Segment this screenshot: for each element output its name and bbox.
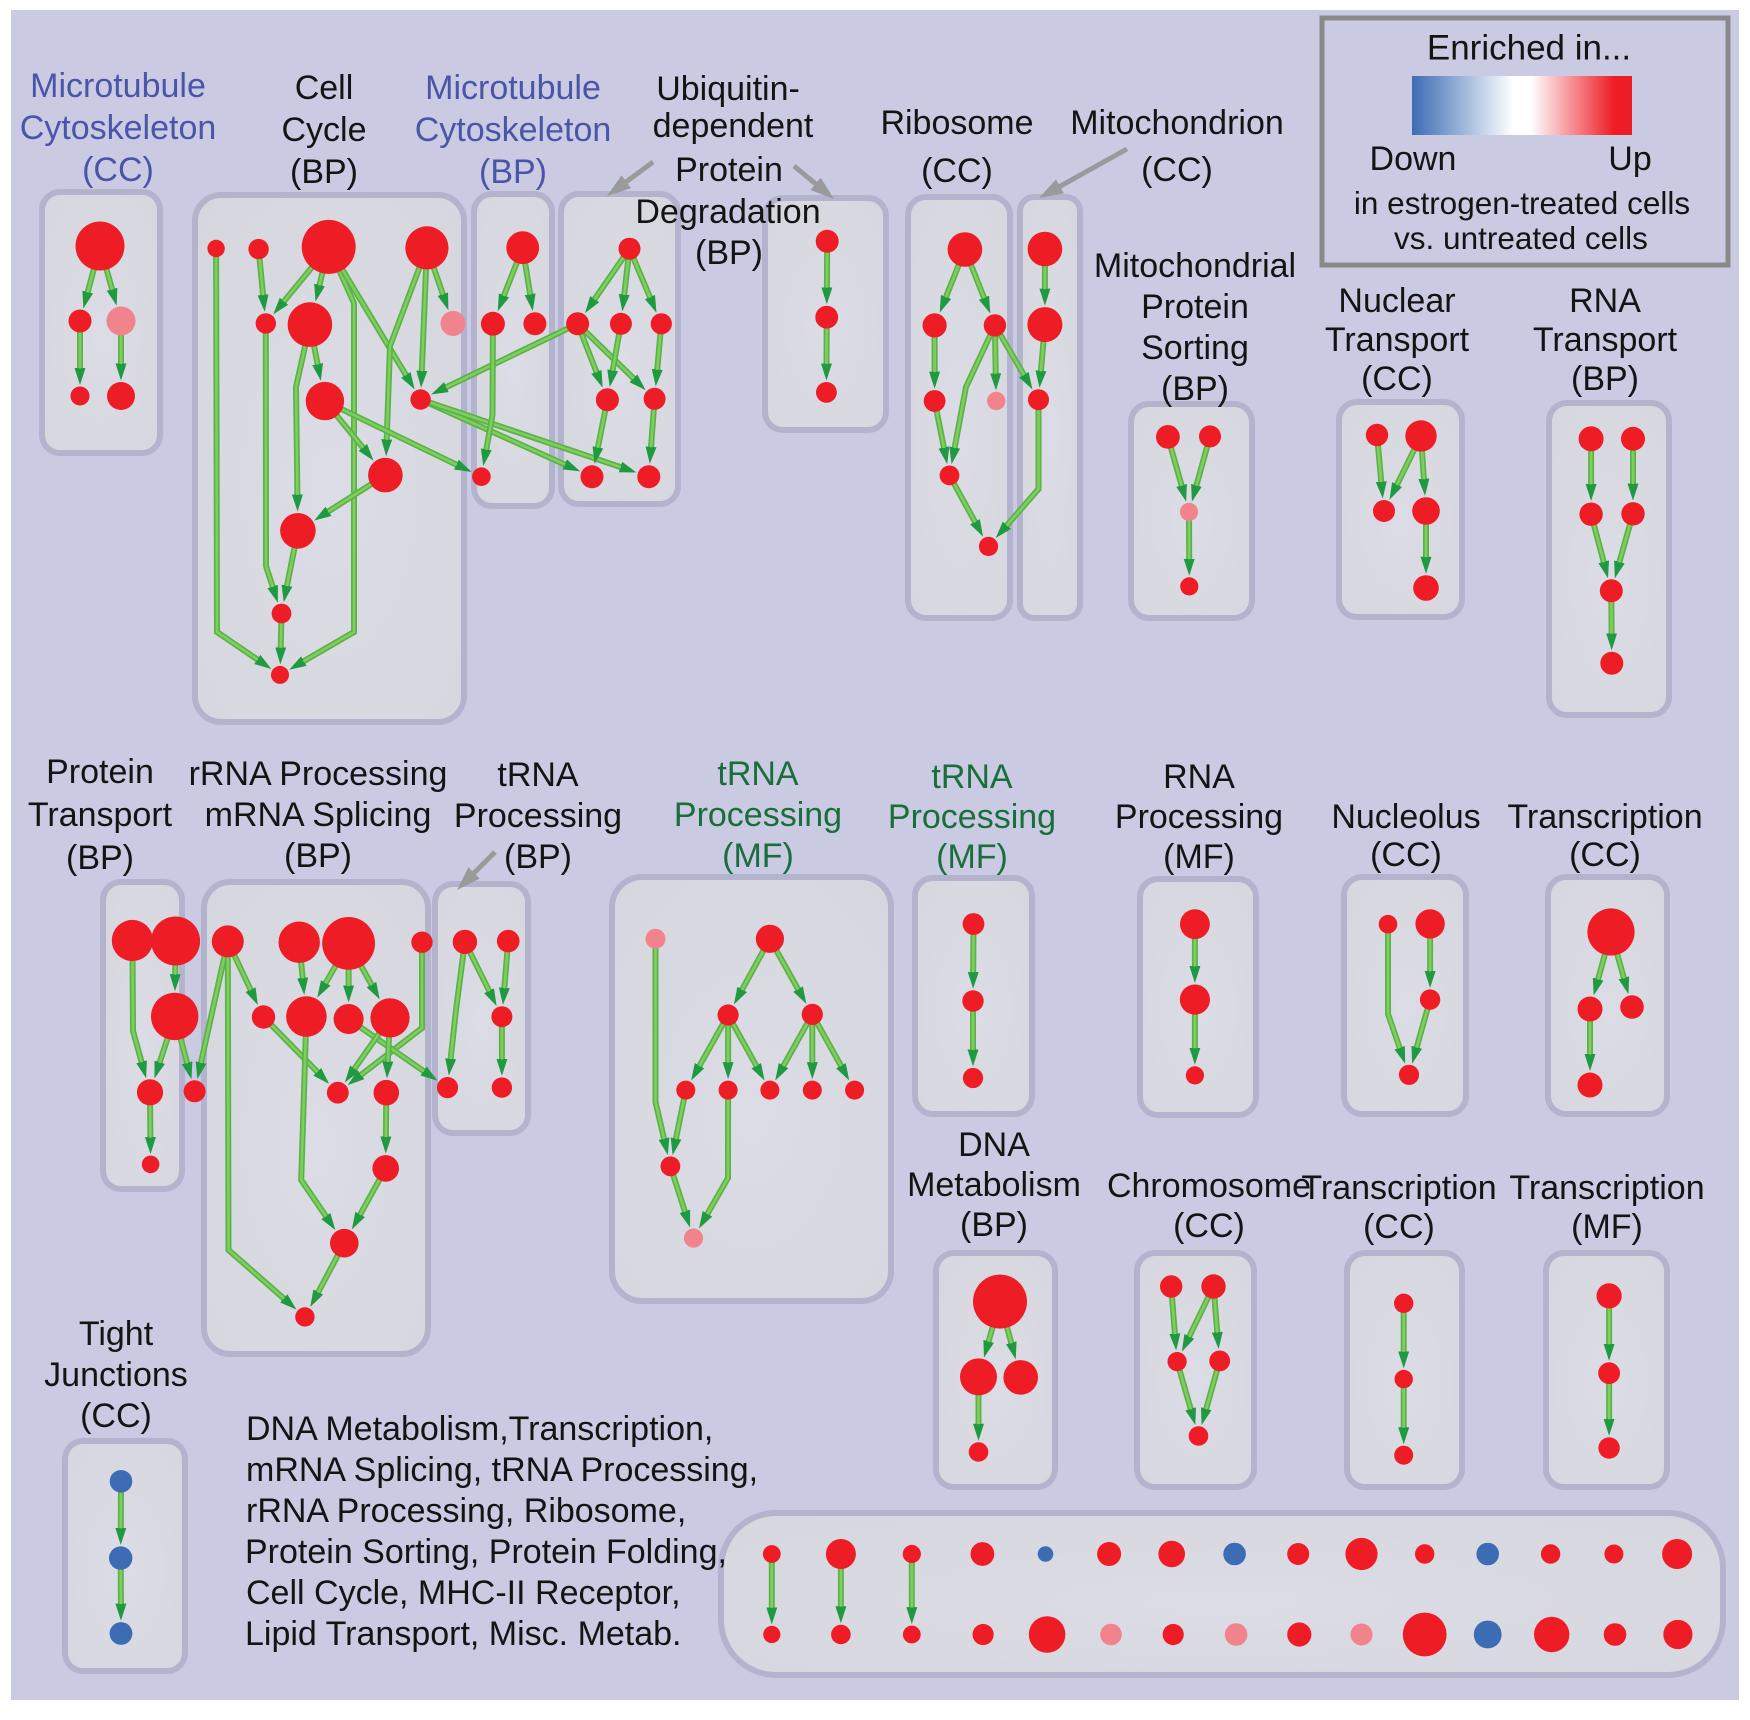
svg-text:tRNA: tRNA — [931, 758, 1013, 796]
svg-text:(CC): (CC) — [1363, 1208, 1435, 1246]
svg-text:Sorting: Sorting — [1141, 329, 1249, 367]
svg-text:Mitochondrion: Mitochondrion — [1070, 104, 1284, 142]
svg-text:DNA: DNA — [958, 1126, 1030, 1164]
svg-text:(CC): (CC) — [1173, 1207, 1245, 1245]
svg-text:tRNA: tRNA — [497, 756, 579, 794]
svg-text:Ubiquitin-: Ubiquitin- — [656, 70, 800, 108]
svg-text:Lipid Transport, Misc. Metab.: Lipid Transport, Misc. Metab. — [245, 1615, 682, 1653]
svg-text:Tight: Tight — [79, 1315, 154, 1353]
svg-text:(BP): (BP) — [504, 838, 572, 876]
svg-text:Protein: Protein — [1141, 288, 1249, 326]
svg-text:(BP): (BP) — [290, 153, 358, 191]
svg-text:Mitochondrial: Mitochondrial — [1094, 247, 1296, 285]
svg-text:Metabolism: Metabolism — [907, 1166, 1081, 1204]
svg-text:(BP): (BP) — [284, 837, 352, 875]
svg-text:Processing: Processing — [674, 796, 842, 834]
svg-text:(BP): (BP) — [1571, 360, 1639, 398]
svg-text:Cell: Cell — [295, 69, 354, 107]
svg-text:Transport: Transport — [1325, 321, 1470, 359]
svg-text:Microtubule: Microtubule — [425, 69, 601, 107]
svg-text:(BP): (BP) — [695, 234, 763, 272]
svg-text:Protein Sorting, Protein Foldi: Protein Sorting, Protein Folding, — [245, 1533, 727, 1571]
svg-text:Transport: Transport — [28, 796, 173, 834]
svg-text:Processing: Processing — [454, 797, 622, 835]
svg-text:Microtubule: Microtubule — [30, 67, 206, 105]
svg-text:(BP): (BP) — [66, 839, 134, 877]
svg-text:Chromosome: Chromosome — [1107, 1167, 1311, 1205]
svg-text:Processing: Processing — [1115, 798, 1283, 836]
svg-text:(CC): (CC) — [1370, 836, 1442, 874]
svg-text:Transcription: Transcription — [1509, 1169, 1704, 1207]
svg-text:Protein: Protein — [675, 151, 783, 189]
svg-text:rRNA Processing, Ribosome,: rRNA Processing, Ribosome, — [246, 1492, 686, 1530]
svg-text:Nucleolus: Nucleolus — [1331, 798, 1480, 836]
svg-text:Ribosome: Ribosome — [880, 104, 1033, 142]
svg-text:in estrogen-treated cells: in estrogen-treated cells — [1354, 185, 1690, 221]
svg-text:Junctions: Junctions — [44, 1356, 188, 1394]
svg-text:Transcription: Transcription — [1301, 1169, 1496, 1207]
svg-text:(BP): (BP) — [479, 153, 547, 191]
svg-text:(BP): (BP) — [1161, 370, 1229, 408]
svg-text:Transport: Transport — [1533, 321, 1678, 359]
svg-text:tRNA: tRNA — [717, 755, 799, 793]
svg-text:(MF): (MF) — [722, 837, 794, 875]
svg-text:Processing: Processing — [888, 798, 1056, 836]
svg-text:rRNA Processing: rRNA Processing — [189, 755, 448, 793]
svg-text:Degradation: Degradation — [635, 193, 820, 231]
svg-text:(CC): (CC) — [1141, 151, 1213, 189]
svg-text:DNA Metabolism,Transcription,: DNA Metabolism,Transcription, — [246, 1410, 713, 1448]
svg-text:Cytoskeleton: Cytoskeleton — [415, 111, 612, 149]
svg-text:Cytoskeleton: Cytoskeleton — [20, 109, 217, 147]
svg-text:(MF): (MF) — [936, 838, 1008, 876]
svg-text:(MF): (MF) — [1163, 838, 1235, 876]
svg-text:Up: Up — [1608, 140, 1651, 178]
svg-text:Protein: Protein — [46, 753, 154, 791]
svg-text:(CC): (CC) — [80, 1397, 152, 1435]
svg-text:Nuclear: Nuclear — [1338, 282, 1455, 320]
svg-text:(CC): (CC) — [82, 151, 154, 189]
svg-text:Down: Down — [1370, 140, 1457, 178]
svg-text:Transcription: Transcription — [1507, 798, 1702, 836]
svg-text:Cycle: Cycle — [281, 111, 366, 149]
svg-text:Cell Cycle, MHC-II Receptor,: Cell Cycle, MHC-II Receptor, — [246, 1574, 681, 1612]
svg-text:vs. untreated cells: vs. untreated cells — [1394, 220, 1648, 256]
svg-text:(MF): (MF) — [1571, 1208, 1643, 1246]
svg-text:(BP): (BP) — [960, 1206, 1028, 1244]
svg-text:Enriched in...: Enriched in... — [1427, 29, 1631, 68]
svg-text:dependent: dependent — [653, 107, 814, 145]
svg-text:(CC): (CC) — [1569, 836, 1641, 874]
svg-text:(CC): (CC) — [921, 152, 993, 190]
svg-text:RNA: RNA — [1163, 758, 1235, 796]
svg-text:mRNA Splicing: mRNA Splicing — [205, 796, 432, 834]
svg-text:RNA: RNA — [1569, 282, 1641, 320]
svg-text:mRNA Splicing, tRNA Processing: mRNA Splicing, tRNA Processing, — [246, 1451, 758, 1489]
svg-text:(CC): (CC) — [1361, 360, 1433, 398]
